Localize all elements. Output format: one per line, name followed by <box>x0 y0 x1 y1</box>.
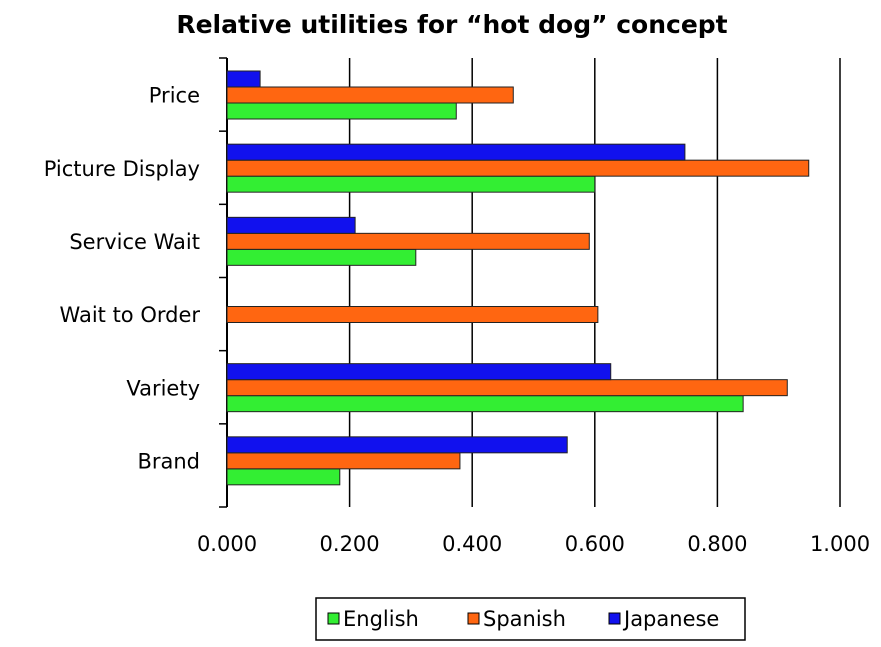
legend-swatch <box>467 612 480 625</box>
bar <box>226 143 686 161</box>
bar <box>226 363 612 381</box>
bar <box>226 468 341 486</box>
bar <box>226 102 457 120</box>
x-tick-label: 0.000 <box>197 532 257 556</box>
legend-label: Spanish <box>483 607 566 631</box>
bar <box>226 306 599 323</box>
legend-label: English <box>343 607 419 631</box>
bar <box>226 395 744 413</box>
legend-label: Japanese <box>622 607 719 631</box>
bar <box>226 175 596 193</box>
y-tick-label: Variety <box>126 376 200 400</box>
x-tick-label: 1.000 <box>810 532 870 556</box>
bar <box>226 232 590 250</box>
bar <box>226 436 568 454</box>
bar <box>226 70 261 88</box>
bar <box>226 159 810 177</box>
x-tick-label: 0.600 <box>565 532 625 556</box>
bar <box>226 248 417 266</box>
bar <box>226 452 461 470</box>
bar <box>226 86 514 104</box>
y-tick-label: Wait to Order <box>60 303 201 327</box>
y-tick-label: Price <box>149 84 200 108</box>
y-tick-label: Brand <box>137 449 200 473</box>
y-tick-label: Picture Display <box>44 157 200 181</box>
chart-title: Relative utilities for “hot dog” concept <box>176 10 727 39</box>
legend-box <box>315 597 746 641</box>
x-tick-label: 0.400 <box>442 532 502 556</box>
x-tick-label: 0.200 <box>320 532 380 556</box>
x-tick-label: 0.800 <box>687 532 747 556</box>
bar <box>226 216 356 234</box>
legend-swatch <box>327 612 340 625</box>
legend-swatch <box>608 612 621 625</box>
y-tick-label: Service Wait <box>69 230 200 254</box>
bar <box>226 379 788 397</box>
